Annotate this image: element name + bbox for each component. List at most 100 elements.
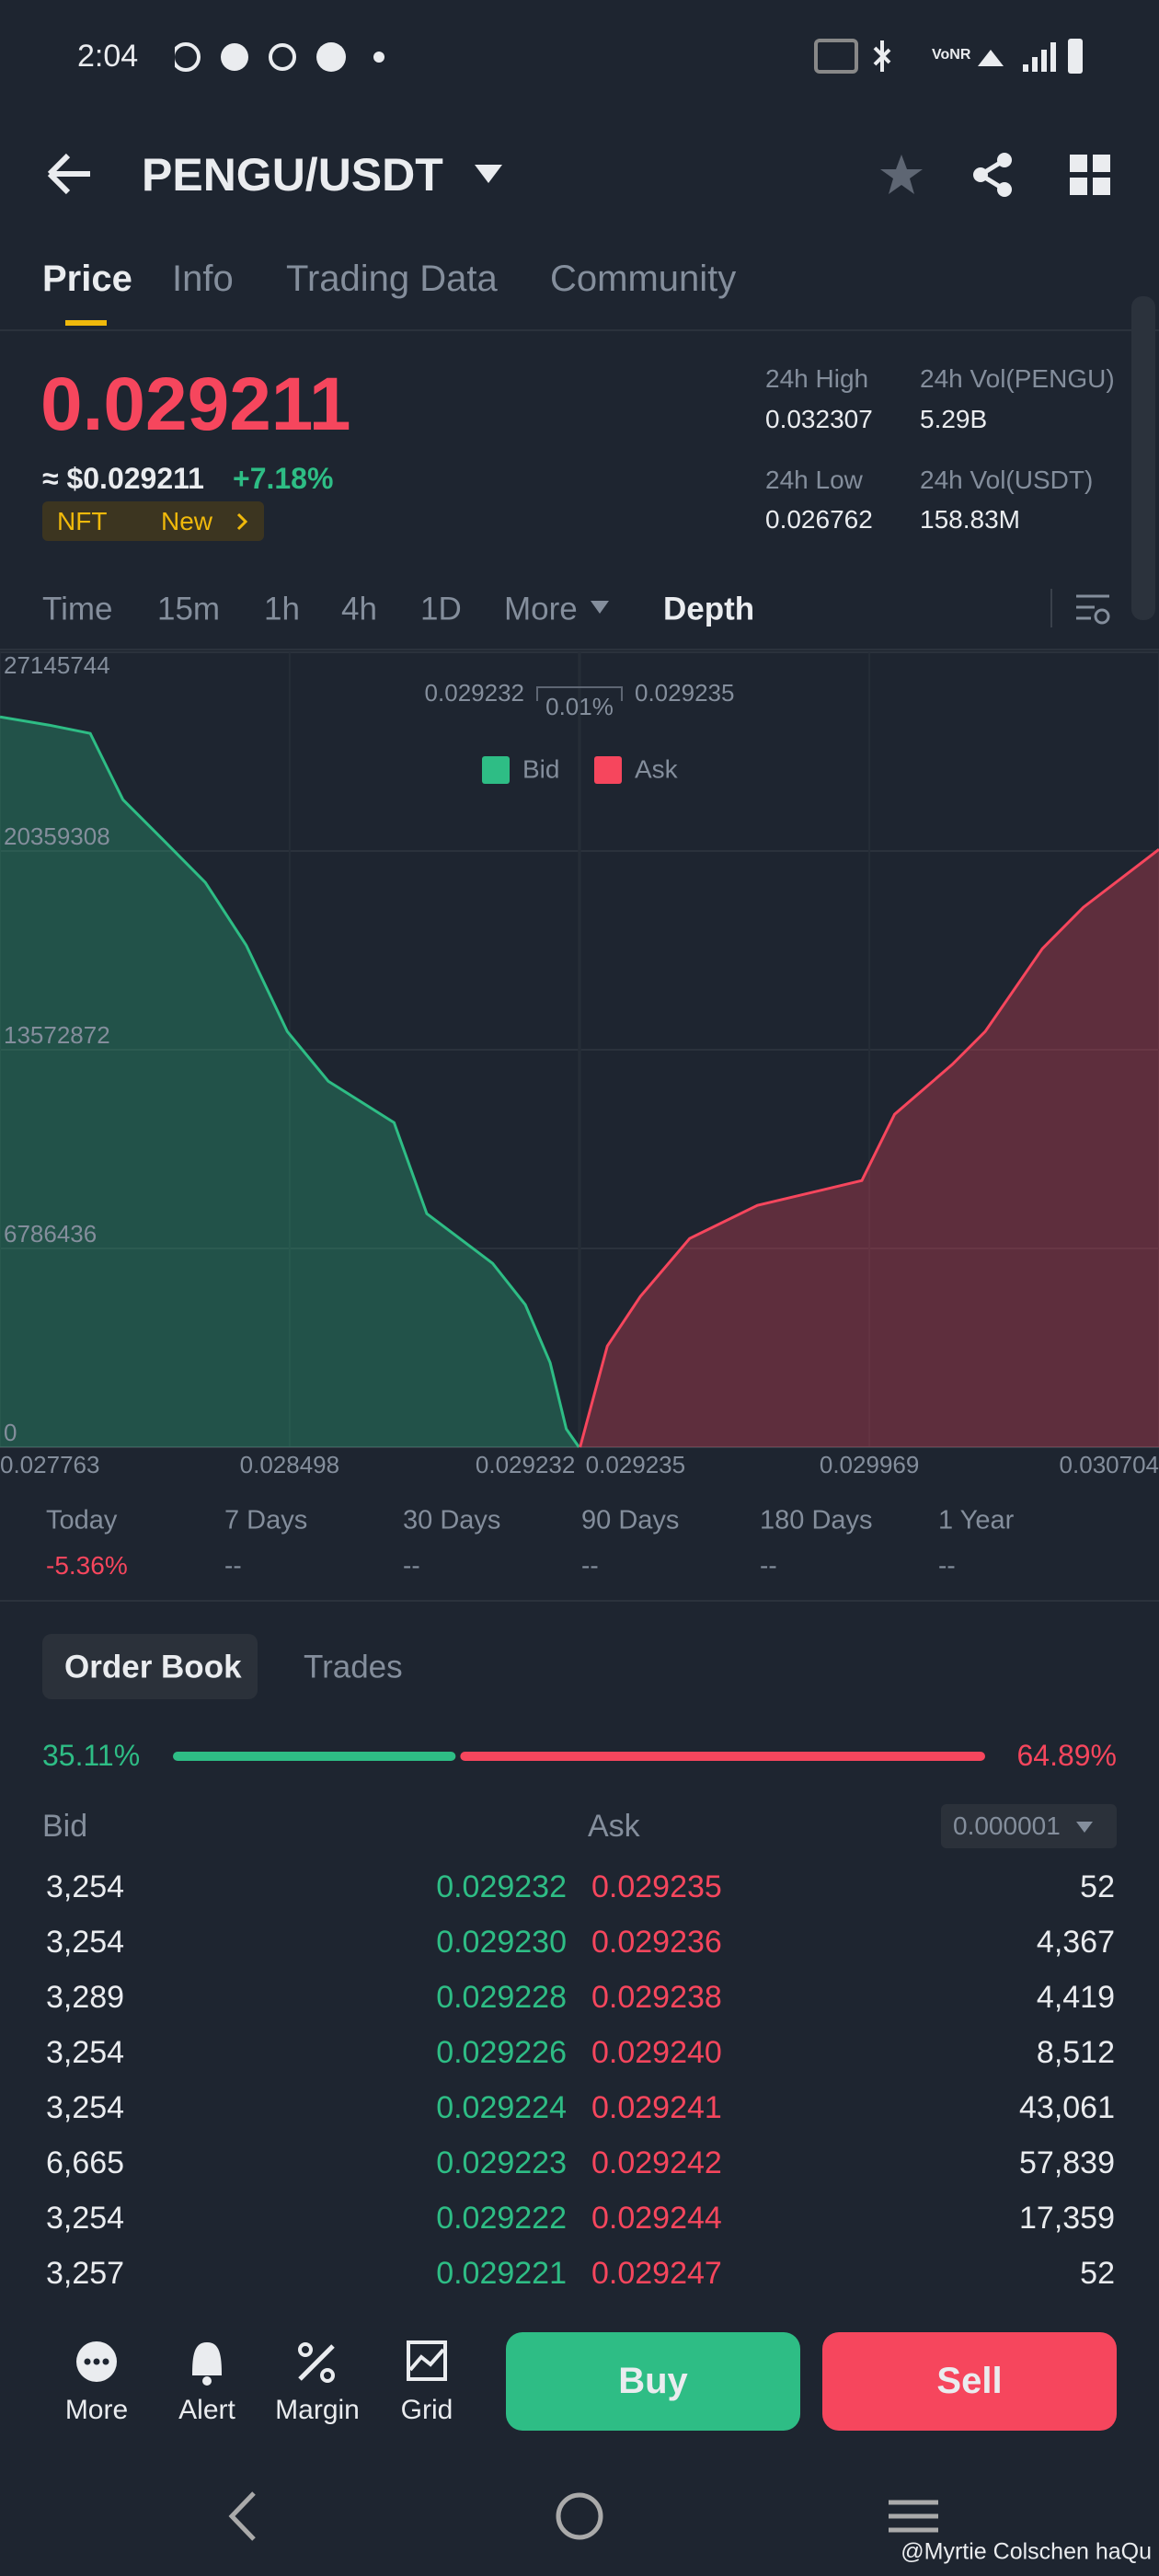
- pair-title[interactable]: PENGU/USDT: [142, 149, 443, 201]
- period-value: --: [760, 1551, 777, 1580]
- bid-price: 0.029223: [436, 2145, 567, 2180]
- nav-bar: [228, 2491, 938, 2541]
- period-label: 1 Year: [938, 1505, 1015, 1535]
- bid-quantity: 3,289: [46, 1980, 125, 2015]
- ask-price: 0.029236: [591, 1925, 722, 1960]
- layout-button[interactable]: [1070, 155, 1110, 195]
- back-button[interactable]: [46, 151, 94, 197]
- period-label: 7 Days: [224, 1505, 308, 1535]
- spread-percent: 0.01%: [545, 693, 614, 720]
- ask-quantity: 4,419: [1036, 1980, 1115, 2015]
- stat-label: 24h High: [765, 364, 869, 393]
- ask-quantity: 43,061: [1019, 2090, 1115, 2125]
- ask-ratio: 64.89%: [1016, 1739, 1117, 1772]
- action-label[interactable]: Margin: [275, 2395, 360, 2425]
- chart-settings[interactable]: [1074, 591, 1111, 627]
- bid-ratio: 35.11%: [42, 1739, 141, 1772]
- interval[interactable]: 4h: [341, 591, 377, 627]
- period-value: --: [581, 1551, 599, 1580]
- stat-value: 0.026762: [765, 505, 873, 534]
- bid-price: 0.029222: [436, 2201, 567, 2236]
- last-price: 0.029211: [40, 362, 351, 446]
- interval[interactable]: 15m: [157, 591, 221, 627]
- scroll-handle: [1131, 296, 1155, 620]
- ask-header: Ask: [588, 1809, 640, 1844]
- bid-quantity: 3,254: [46, 1925, 125, 1960]
- bid-quantity: 3,254: [46, 1869, 125, 1904]
- ask-ratio-bar: [460, 1752, 985, 1761]
- favorite-button[interactable]: [878, 152, 924, 198]
- bid-price: 0.029224: [436, 2090, 567, 2125]
- period-label: Today: [46, 1505, 118, 1535]
- book-tab[interactable]: Trades: [304, 1649, 403, 1685]
- action-label[interactable]: More: [64, 2395, 129, 2425]
- period-value: -5.36%: [46, 1551, 128, 1580]
- ask-price: 0.029247: [591, 2256, 722, 2291]
- share-button[interactable]: [970, 152, 1016, 198]
- pair-dropdown[interactable]: [473, 163, 504, 185]
- x-tick-label: 0.027763: [0, 1451, 99, 1478]
- stat-label: 24h Low: [765, 466, 863, 494]
- depth-area: [580, 849, 1159, 1447]
- bid-quantity: 3,254: [46, 2201, 125, 2236]
- stat-label: 24h Vol(USDT): [920, 466, 1094, 494]
- divider: [0, 649, 1159, 650]
- ask-price: 0.029244: [591, 2201, 722, 2236]
- separator: [1050, 589, 1052, 627]
- x-tick-label: 0.029969: [820, 1451, 919, 1478]
- watermark: @Myrtie Colschen haQu: [901, 2538, 1152, 2565]
- period-label: 90 Days: [581, 1505, 680, 1535]
- ask-price: 0.029238: [591, 1980, 722, 2015]
- bid-ratio-bar: [173, 1752, 456, 1761]
- y-tick-label: 6786436: [4, 1220, 97, 1248]
- tab[interactable]: Community: [550, 259, 737, 299]
- tab[interactable]: Price: [42, 259, 132, 299]
- book-tab[interactable]: Order Book: [64, 1649, 242, 1685]
- tab-indicator: [65, 320, 107, 326]
- y-tick-label: 20359308: [4, 822, 110, 850]
- interval-dropdown: [591, 601, 609, 614]
- spread-ask: 0.029235: [635, 679, 734, 707]
- stat-value: 0.032307: [765, 405, 873, 433]
- tab-pill[interactable]: [42, 1634, 258, 1699]
- buy-button[interactable]: Buy: [506, 2332, 800, 2431]
- ask-quantity: 8,512: [1036, 2035, 1115, 2070]
- ask-quantity: 17,359: [1019, 2201, 1115, 2236]
- tag-box[interactable]: [42, 501, 264, 541]
- tag: New: [161, 507, 213, 535]
- period-label: 30 Days: [403, 1505, 501, 1535]
- ask-price: 0.029242: [591, 2145, 722, 2180]
- bid-quantity: 6,665: [46, 2145, 125, 2180]
- tab[interactable]: Trading Data: [286, 259, 498, 299]
- tab[interactable]: Info: [172, 259, 234, 299]
- ask-quantity: 52: [1080, 2256, 1115, 2291]
- interval[interactable]: 1h: [264, 591, 300, 627]
- period-label: 180 Days: [760, 1505, 873, 1535]
- usd-price: ≈ $0.029211: [42, 462, 204, 495]
- precision-dropdown: [1076, 1822, 1093, 1833]
- bid-quantity: 3,254: [46, 2035, 125, 2070]
- period-value: --: [403, 1551, 420, 1580]
- interval[interactable]: Time: [42, 591, 113, 627]
- ask-price: 0.029235: [591, 1869, 722, 1904]
- depth-area: [0, 717, 580, 1447]
- bid-header: Bid: [42, 1809, 88, 1844]
- status-icons: [175, 42, 384, 72]
- depth-chart: 0 6786436 13572872 20359308 27145744 0.027763…: [0, 651, 1159, 1478]
- x-tick-label: 0.029235: [586, 1451, 685, 1478]
- interval[interactable]: More: [504, 591, 578, 627]
- action-label[interactable]: Alert: [178, 2395, 235, 2425]
- spread-bracket: [536, 686, 623, 701]
- interval[interactable]: 1D: [420, 591, 462, 627]
- sell-button[interactable]: Sell: [822, 2332, 1117, 2431]
- ratio-bar: [173, 1752, 985, 1761]
- bid-price: 0.029226: [436, 2035, 567, 2070]
- interval[interactable]: Depth: [663, 591, 755, 627]
- stat-label: 24h Vol(PENGU): [920, 364, 1115, 393]
- system-icons: VoNR: [814, 39, 1083, 74]
- action-label[interactable]: Grid: [400, 2395, 453, 2425]
- stat-value: 5.29B: [920, 405, 988, 433]
- legend-label: Ask: [635, 754, 679, 783]
- divider: [0, 1600, 1159, 1602]
